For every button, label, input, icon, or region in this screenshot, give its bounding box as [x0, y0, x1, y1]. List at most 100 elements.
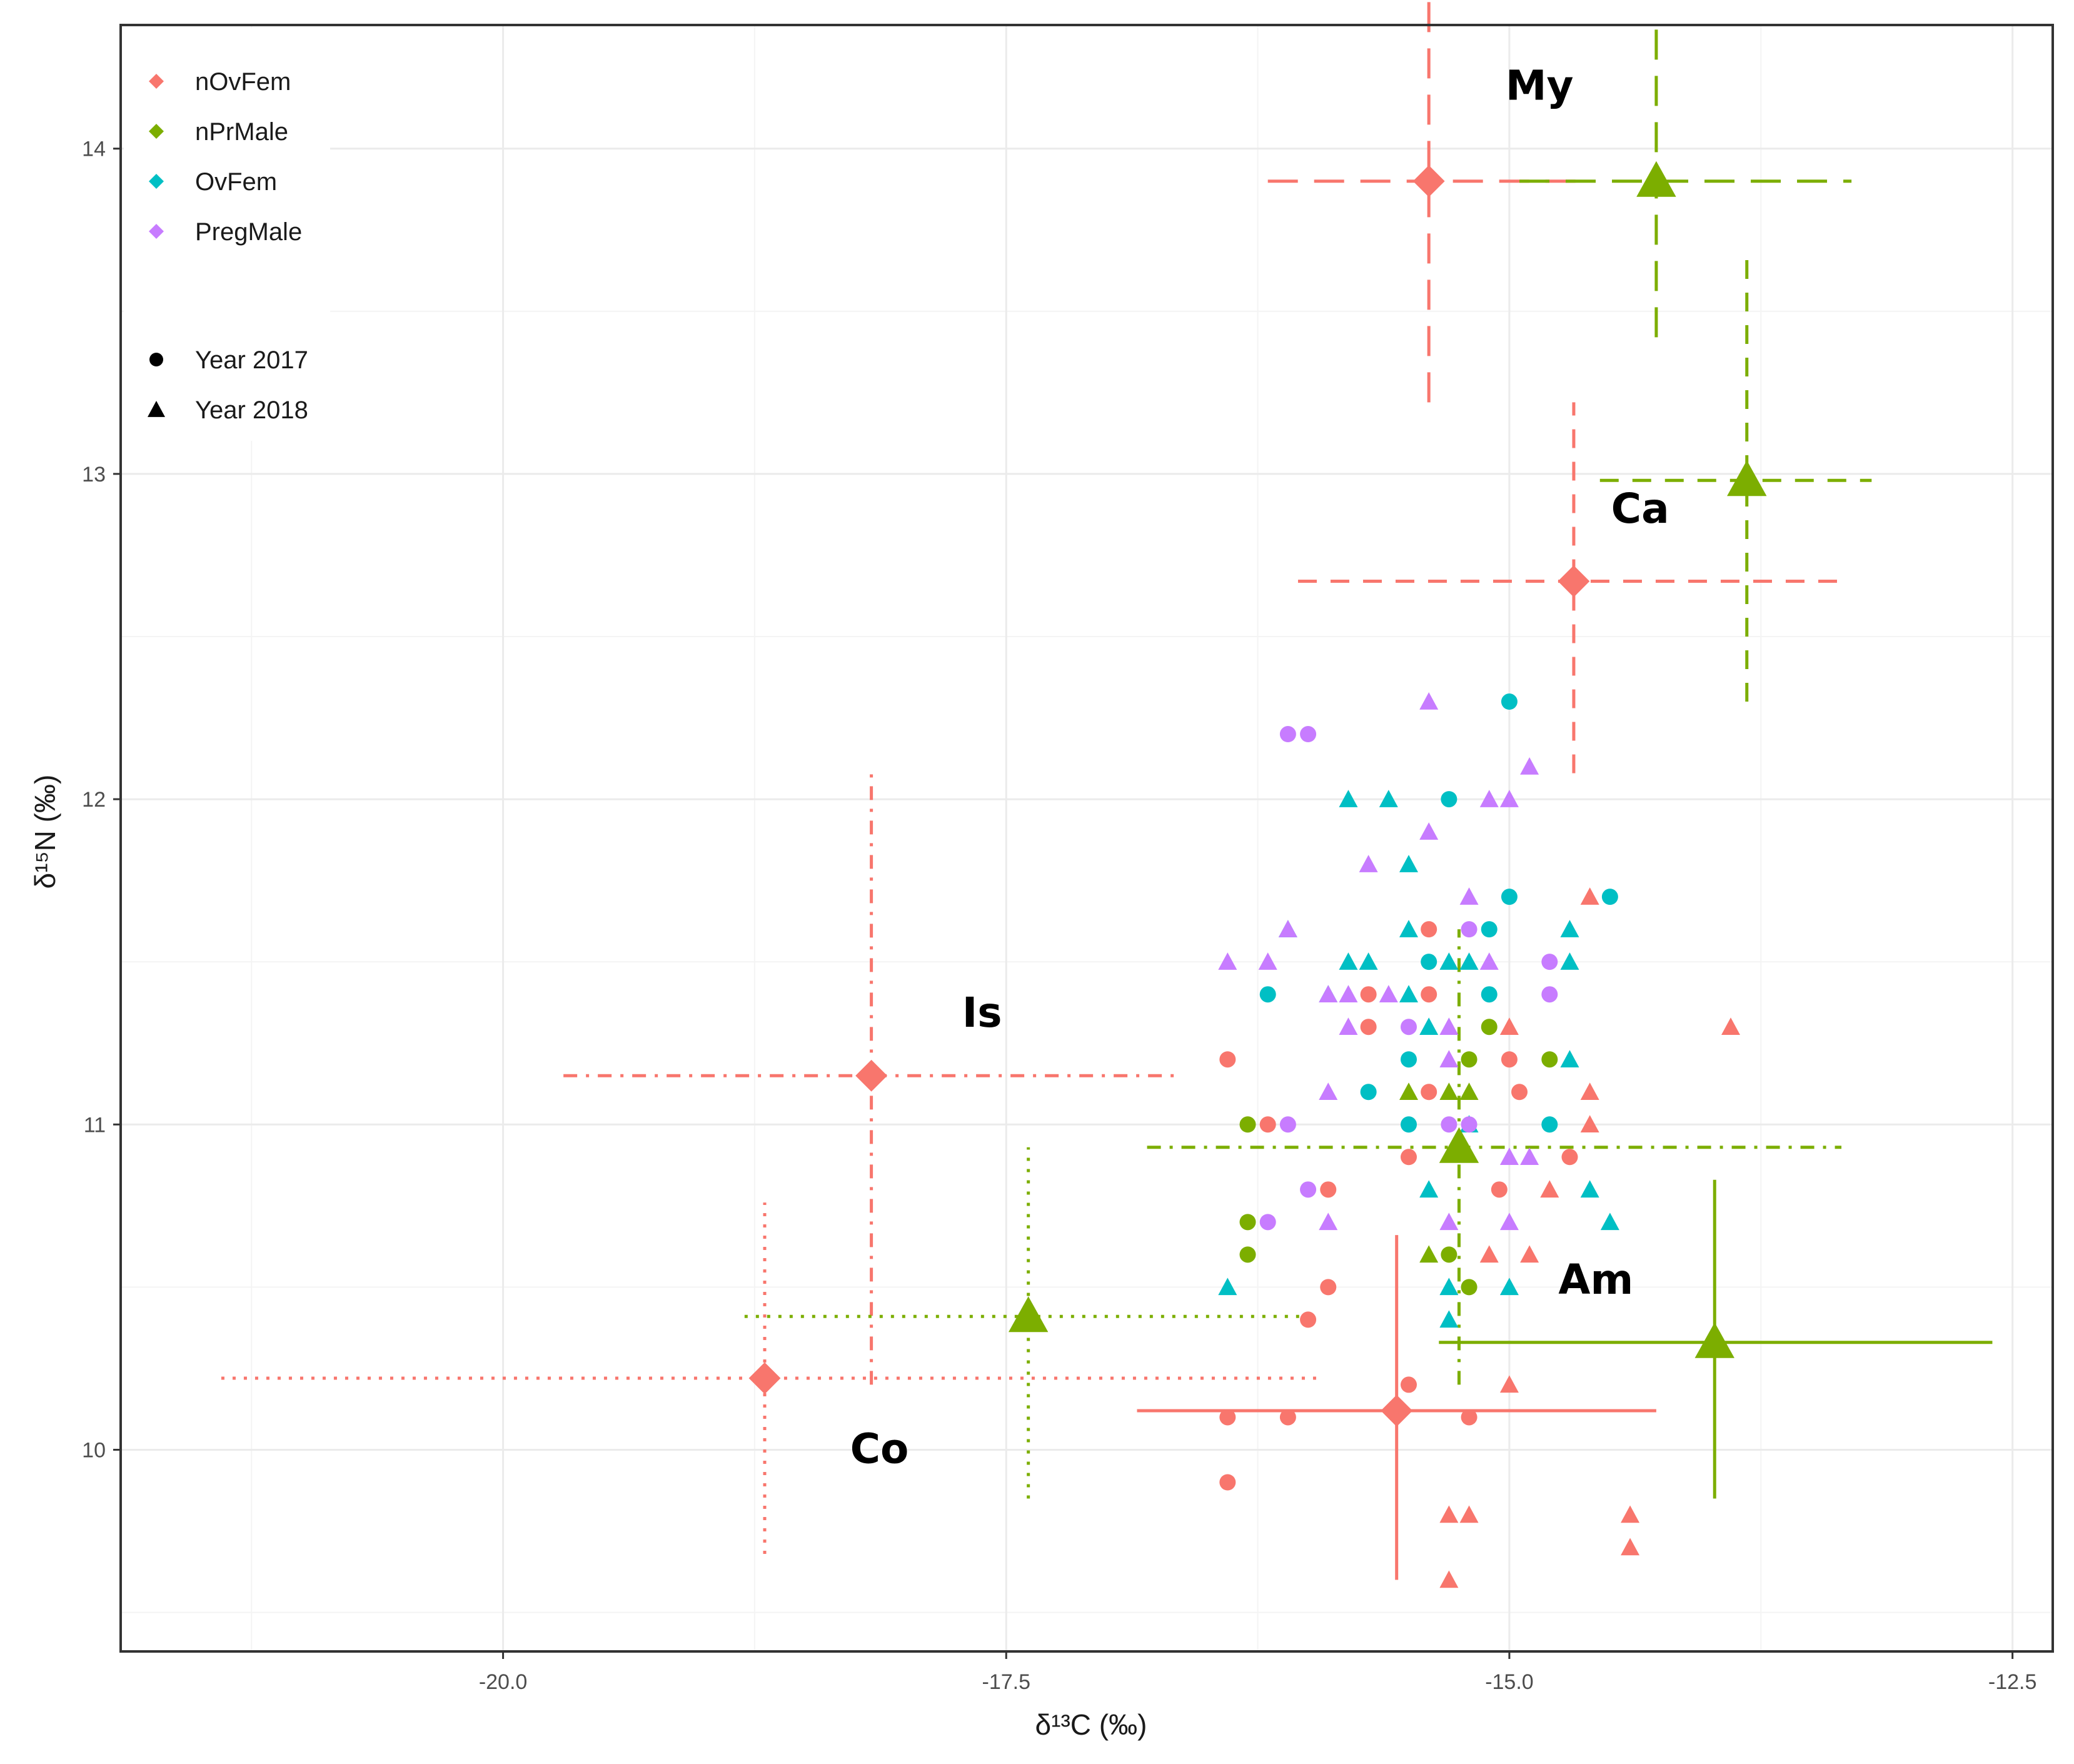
point-novfem-2018: [1439, 1505, 1459, 1523]
legend-label-nprmale: nPrMale: [195, 118, 288, 146]
point-novfem-2017: [1219, 1409, 1236, 1426]
point-pregmale-2018: [1419, 822, 1439, 840]
point-pregmale-2017: [1541, 954, 1558, 970]
point-ovfem-2018: [1379, 790, 1398, 807]
point-pregmale-2017: [1461, 1116, 1477, 1133]
point-ovfem-2017: [1401, 1051, 1417, 1068]
point-pregmale-2018: [1439, 1050, 1459, 1067]
point-ovfem-2018: [1560, 952, 1579, 970]
point-pregmale-2017: [1541, 986, 1558, 1003]
point-ovfem-2017: [1259, 986, 1276, 1003]
point-ovfem-2018: [1218, 1278, 1237, 1296]
point-pregmale-2018: [1499, 1212, 1519, 1231]
point-ovfem-2017: [1441, 791, 1457, 808]
point-nprmale-2017: [1541, 1051, 1558, 1068]
point-nprmale-2017: [1461, 1279, 1477, 1296]
panel-border: [119, 24, 2054, 1653]
point-pregmale-2017: [1259, 1214, 1276, 1231]
legend-key-ovfem: [149, 174, 164, 189]
point-pregmale-2018: [1339, 985, 1358, 1002]
point-ovfem-2018: [1399, 855, 1418, 872]
mean-marker-am-2018: [1694, 1322, 1734, 1358]
point-nprmale-2017: [1481, 1019, 1498, 1036]
point-ovfem-2018: [1339, 790, 1358, 807]
point-novfem-2017: [1360, 1019, 1377, 1036]
legend-label-ovfem: OvFem: [195, 168, 277, 196]
point-ovfem-2017: [1360, 1084, 1377, 1101]
point-pregmale-2018: [1499, 1147, 1519, 1166]
point-novfem-2018: [1520, 1245, 1539, 1263]
point-ovfem-2018: [1499, 1278, 1519, 1296]
point-novfem-2017: [1401, 1376, 1417, 1393]
mean-marker-my-2018: [1636, 161, 1676, 197]
point-novfem-2017: [1360, 986, 1377, 1003]
point-ovfem-2018: [1439, 1278, 1459, 1296]
point-novfem-2017: [1511, 1084, 1528, 1101]
data-point-layer: [1218, 692, 1740, 1588]
mean-marker-is-2018: [1439, 1127, 1479, 1163]
legend-label-pregmale: PregMale: [195, 218, 302, 246]
point-ovfem-2018: [1359, 952, 1378, 970]
y-axis-title: δ¹⁵N (‰): [29, 775, 61, 889]
point-novfem-2017: [1320, 1181, 1337, 1198]
mean-marker-my-2017: [1412, 165, 1445, 198]
point-pregmale-2018: [1459, 887, 1479, 905]
point-pregmale-2017: [1279, 726, 1296, 743]
point-pregmale-2018: [1319, 1212, 1338, 1231]
point-pregmale-2017: [1300, 1181, 1317, 1198]
point-ovfem-2017: [1481, 986, 1498, 1003]
site-label-am: Am: [1558, 1256, 1633, 1304]
point-pregmale-2018: [1319, 1082, 1338, 1101]
point-nprmale-2017: [1441, 1246, 1457, 1263]
axis-layer: -20.0 -17.5 -15.0 -12.5 10 11 12 13 14: [82, 138, 2036, 1694]
point-novfem-2017: [1421, 921, 1437, 938]
point-pregmale-2018: [1439, 1017, 1459, 1035]
point-novfem-2018: [1499, 1375, 1519, 1393]
point-novfem-2018: [1621, 1538, 1640, 1556]
point-nprmale-2018: [1399, 1082, 1418, 1101]
site-label-co: Co: [850, 1424, 909, 1473]
point-novfem-2018: [1580, 887, 1599, 905]
x-tick-label: -17.5: [982, 1670, 1031, 1694]
legend-key-novfem: [149, 74, 164, 89]
mean-marker-am-2017: [1381, 1394, 1413, 1427]
point-novfem-2018: [1540, 1180, 1559, 1198]
point-novfem-2017: [1259, 1116, 1276, 1133]
point-ovfem-2017: [1541, 1116, 1558, 1133]
point-novfem-2017: [1491, 1181, 1508, 1198]
x-tick-label: -15.0: [1485, 1670, 1534, 1694]
y-tick-label: 10: [82, 1438, 106, 1462]
point-ovfem-2018: [1560, 920, 1579, 937]
x-tick-label: -20.0: [479, 1670, 528, 1694]
point-ovfem-2018: [1339, 952, 1358, 970]
point-pregmale-2018: [1319, 985, 1338, 1002]
point-nprmale-2018: [1439, 1082, 1459, 1101]
point-ovfem-2017: [1401, 1116, 1417, 1133]
point-pregmale-2018: [1439, 1212, 1459, 1231]
legend-label-novfem: nOvFem: [195, 68, 291, 96]
point-ovfem-2018: [1419, 1017, 1439, 1035]
legend-key-nprmale: [149, 124, 164, 139]
mean-marker-co-2017: [748, 1362, 781, 1394]
point-nprmale-2018: [1419, 1245, 1439, 1263]
mean-marker-ca-2017: [1558, 565, 1590, 597]
mean-marker-co-2018: [1008, 1296, 1049, 1333]
point-nprmale-2017: [1461, 1051, 1477, 1068]
mean-marker-is-2017: [855, 1059, 888, 1092]
point-pregmale-2018: [1359, 855, 1378, 872]
point-ovfem-2018: [1459, 952, 1479, 970]
point-ovfem-2018: [1580, 1180, 1599, 1198]
point-ovfem-2017: [1421, 954, 1437, 970]
point-nprmale-2017: [1239, 1214, 1256, 1231]
point-novfem-2018: [1479, 1245, 1499, 1263]
point-pregmale-2018: [1218, 952, 1237, 970]
point-ovfem-2018: [1399, 920, 1418, 937]
legend-key-year-2018-triangle: [148, 401, 165, 417]
point-novfem-2017: [1219, 1051, 1236, 1068]
legend-label-year-2018: Year 2018: [195, 396, 308, 424]
y-tick-label: 13: [82, 463, 106, 486]
grid-layer: [121, 25, 2053, 1651]
point-novfem-2017: [1219, 1474, 1236, 1491]
point-pregmale-2018: [1520, 1147, 1539, 1166]
